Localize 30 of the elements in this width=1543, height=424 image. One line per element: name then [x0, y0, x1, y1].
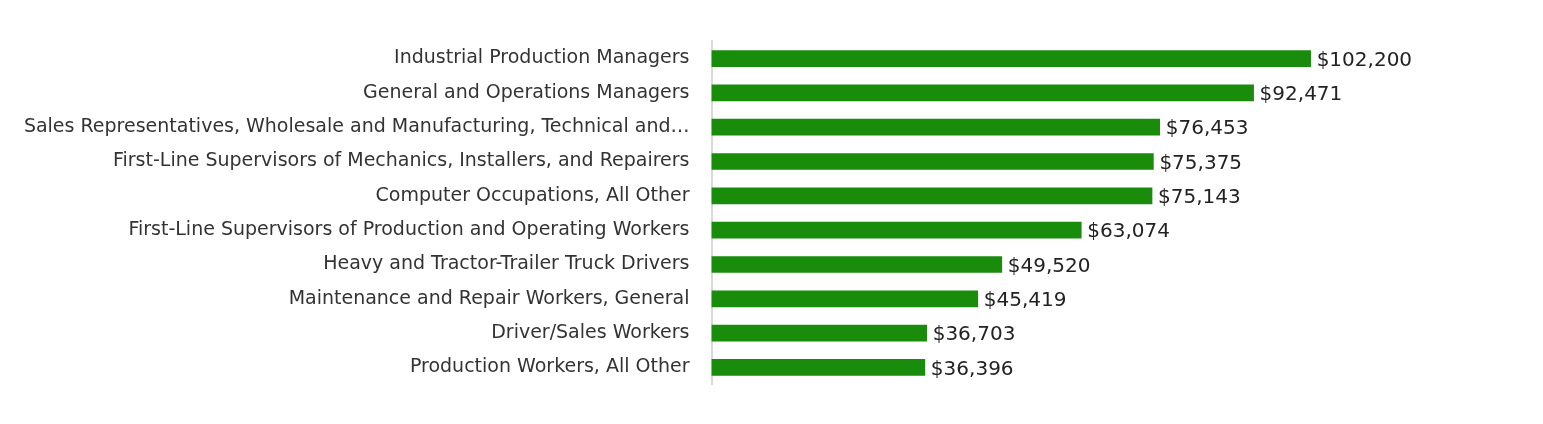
bar	[711, 118, 1161, 136]
bar	[711, 50, 1311, 67]
data-label: $36,396	[930, 355, 1014, 380]
data-label: $92,471	[1259, 81, 1343, 106]
bar	[711, 359, 926, 376]
bar	[711, 290, 979, 308]
y-tick-label: Production Workers, All Other	[409, 354, 690, 377]
y-tick-label: Driver/Sales Workers	[491, 320, 690, 343]
y-tick-label: Computer Occupations, All Other	[375, 182, 690, 205]
bar	[711, 221, 1082, 239]
data-label: $45,419	[983, 287, 1067, 311]
y-tick-label: Sales Representatives, Wholesale and Manufacturing, Technical and…	[23, 114, 690, 137]
data-label: $63,074	[1087, 218, 1170, 243]
data-label: $75,143	[1158, 184, 1241, 209]
bar	[711, 187, 1153, 205]
y-tick-label: First-Line Supervisors of Production and Operating Workers	[128, 217, 690, 240]
y-tick-label: Industrial Production Managers	[394, 45, 690, 68]
bar	[711, 324, 927, 342]
y-tick-label: Heavy and Tractor-Trailer Truck Drivers	[323, 251, 690, 274]
bar	[711, 84, 1254, 102]
y-tick-label: First-Line Supervisors of Mechanics, Installers, and Repairers	[112, 148, 690, 171]
data-label: $102,200	[1316, 46, 1413, 71]
bar	[711, 256, 1003, 273]
data-label: $75,375	[1159, 149, 1243, 174]
y-tick-label: General and Operations Managers	[363, 79, 690, 102]
data-label: $36,703	[932, 321, 1016, 346]
y-tick-label: Maintenance and Repair Workers, General	[288, 285, 690, 308]
bar	[711, 153, 1154, 170]
data-label: $49,520	[1007, 252, 1091, 277]
data-label: $76,453	[1165, 115, 1249, 140]
